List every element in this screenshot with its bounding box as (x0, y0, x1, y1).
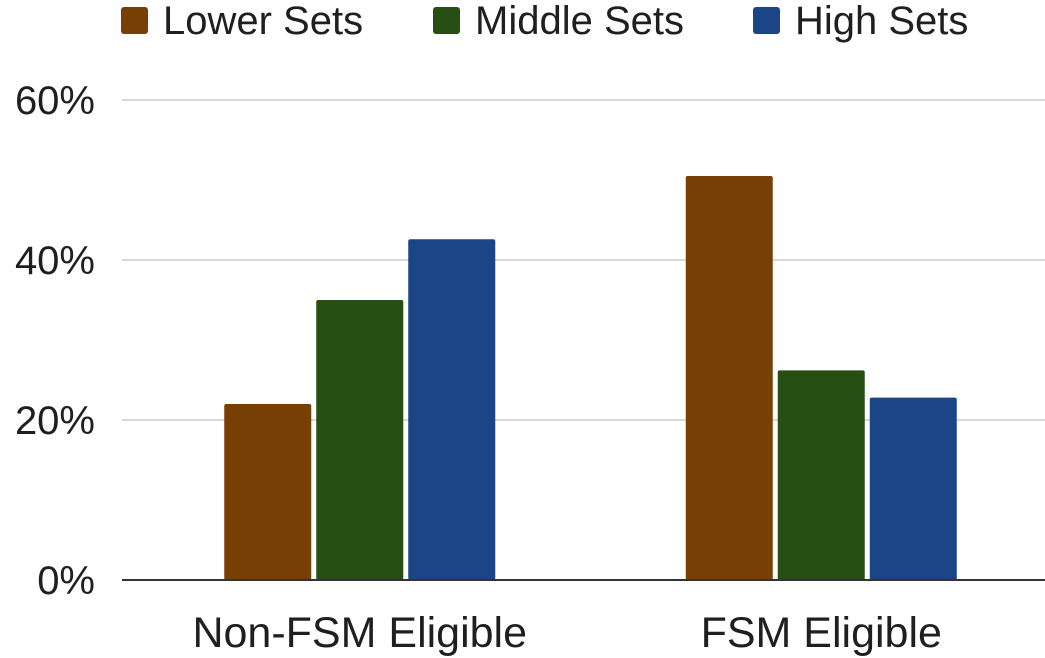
bar-lower-sets-fsm-eligible (685, 176, 773, 580)
legend-label-high-sets: High Sets (795, 0, 968, 43)
legend-swatch-middle-sets (433, 7, 460, 34)
gridlines (122, 99, 1045, 421)
legend-label-lower-sets: Lower Sets (163, 0, 363, 43)
legend-swatch-lower-sets (121, 7, 148, 34)
bars (224, 176, 957, 580)
bar-middle-sets-non-fsm-eligible (316, 300, 404, 580)
y-tick-label: 60% (15, 79, 95, 123)
bar-high-sets-fsm-eligible (869, 397, 957, 580)
bar-middle-sets-fsm-eligible (777, 370, 865, 580)
legend-label-middle-sets: Middle Sets (475, 0, 684, 43)
y-tick-label: 20% (15, 399, 95, 443)
x-category-label: Non-FSM Eligible (192, 609, 527, 657)
y-tick-label: 40% (15, 239, 95, 283)
legend-swatch-high-sets (753, 7, 780, 34)
bar-high-sets-non-fsm-eligible (408, 239, 496, 580)
legend: Lower Sets Middle Sets High Sets (121, 0, 968, 43)
labels: 0% 20% 40% 60% Non-FSM Eligible FSM Eligible (15, 79, 942, 657)
x-category-label: FSM Eligible (701, 609, 942, 657)
y-tick-label: 0% (37, 559, 95, 603)
bar-lower-sets-non-fsm-eligible (224, 404, 312, 580)
